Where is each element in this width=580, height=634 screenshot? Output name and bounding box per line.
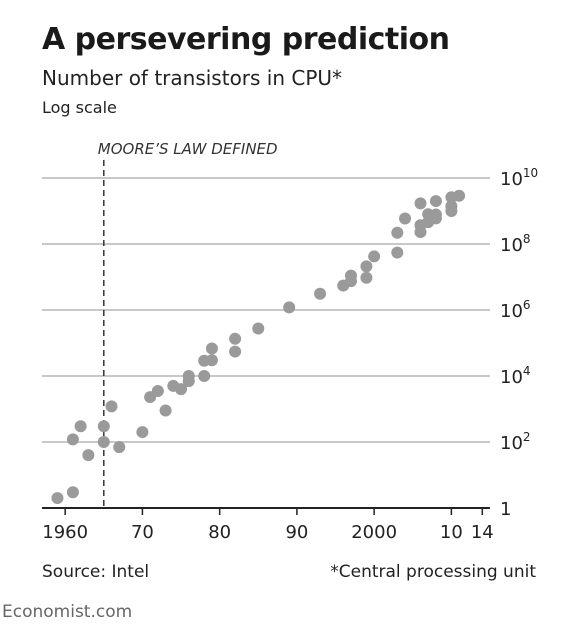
data-point-1 bbox=[66, 486, 79, 499]
data-points bbox=[51, 189, 466, 505]
data-point-34 bbox=[399, 212, 412, 225]
data-point-3 bbox=[74, 420, 87, 433]
data-point-16 bbox=[182, 370, 195, 382]
x-tick-label-1: 70 bbox=[131, 522, 154, 543]
data-point-29 bbox=[360, 271, 373, 284]
chart-subtitle: Number of transistors in CPU* bbox=[42, 66, 343, 90]
axes: 1 102 104 106 108 1010 1960 70 80 90 2000 10 14 bbox=[42, 166, 538, 543]
data-point-19 bbox=[205, 354, 218, 367]
y-tick-label-4: 108 bbox=[500, 232, 531, 256]
gridlines bbox=[42, 177, 490, 443]
y-tick-label-1: 102 bbox=[500, 430, 531, 454]
data-point-5 bbox=[97, 436, 110, 448]
data-point-31 bbox=[368, 250, 381, 263]
data-point-11 bbox=[151, 385, 164, 398]
y-tick-label-5: 1010 bbox=[500, 166, 538, 190]
data-point-46 bbox=[453, 189, 466, 202]
data-point-14 bbox=[175, 383, 188, 396]
x-tick-label-0: 1960 bbox=[42, 522, 88, 543]
moores-law-label: MOORE’S LAW DEFINED bbox=[98, 140, 278, 158]
data-point-2 bbox=[66, 433, 79, 446]
data-point-30 bbox=[360, 260, 373, 273]
data-point-44 bbox=[445, 200, 458, 213]
data-point-12 bbox=[159, 404, 172, 417]
data-point-28 bbox=[344, 269, 357, 282]
data-point-21 bbox=[229, 345, 242, 358]
data-point-4 bbox=[82, 449, 95, 462]
data-point-23 bbox=[252, 322, 265, 335]
source-note: Source: Intel bbox=[42, 562, 150, 582]
data-point-17 bbox=[198, 370, 211, 382]
x-tick-label-4: 2000 bbox=[351, 522, 397, 543]
data-point-25 bbox=[314, 287, 327, 300]
data-point-6 bbox=[97, 420, 110, 433]
data-point-20 bbox=[205, 342, 218, 355]
scale-note: Log scale bbox=[42, 98, 117, 117]
data-point-9 bbox=[136, 426, 149, 439]
x-tick-label-6: 14 bbox=[471, 522, 494, 543]
y-tick-label-2: 104 bbox=[500, 364, 531, 388]
data-point-0 bbox=[51, 492, 64, 505]
data-point-37 bbox=[414, 197, 427, 210]
y-tick-label-0: 1 bbox=[500, 499, 511, 520]
annotation: MOORE’S LAW DEFINED bbox=[98, 140, 278, 508]
x-tick-label-3: 90 bbox=[285, 522, 308, 543]
data-point-41 bbox=[429, 195, 442, 208]
data-point-24 bbox=[283, 301, 296, 314]
footnote: *Central processing unit bbox=[330, 562, 536, 582]
data-point-7 bbox=[105, 400, 118, 413]
chart-title: A persevering prediction bbox=[42, 22, 450, 57]
data-point-42 bbox=[429, 208, 442, 221]
data-point-32 bbox=[391, 246, 404, 259]
x-tick-label-2: 80 bbox=[208, 522, 231, 543]
data-point-33 bbox=[391, 226, 404, 239]
x-tick-label-5: 10 bbox=[440, 522, 463, 543]
y-tick-label-3: 106 bbox=[500, 298, 531, 322]
brand-logo-text: Economist.com bbox=[2, 602, 133, 622]
data-point-8 bbox=[113, 441, 126, 454]
data-point-22 bbox=[229, 332, 242, 345]
